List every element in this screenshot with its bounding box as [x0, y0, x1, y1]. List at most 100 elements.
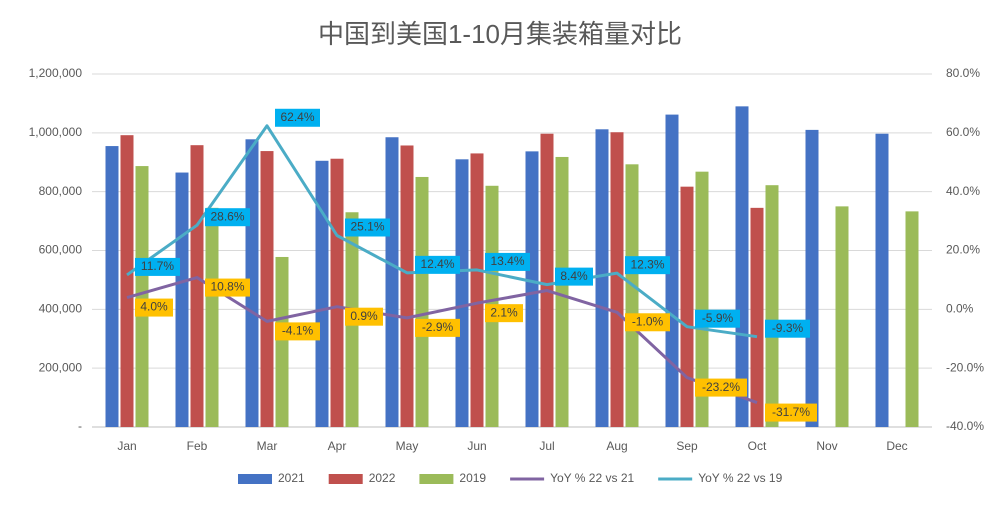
bar [750, 207, 764, 427]
data-label-box [275, 322, 320, 341]
bar [275, 256, 289, 427]
data-label: -1.0% [632, 314, 664, 328]
x-tick-label: Feb [187, 439, 208, 453]
data-label: 12.4% [420, 257, 454, 271]
data-label: -4.1% [282, 324, 314, 338]
data-label-box [205, 208, 250, 227]
bar [120, 135, 134, 428]
bar [260, 151, 274, 428]
chart-title: 中国到美国1-10月集装箱量对比 [318, 19, 682, 49]
y2-tick-label: 40.0% [946, 184, 980, 198]
data-label: -23.2% [702, 380, 740, 394]
bar [555, 156, 569, 427]
legend-label: YoY % 22 vs 21 [550, 471, 634, 485]
y2-tick-label: -40.0% [946, 419, 984, 433]
bar [765, 185, 779, 427]
bar [400, 145, 414, 428]
data-label: 2.1% [490, 305, 518, 319]
legend-label: 2019 [459, 471, 486, 485]
data-label: 0.9% [350, 309, 378, 323]
y-tick-label: 1,200,000 [29, 66, 83, 80]
data-label: -5.9% [702, 311, 734, 325]
y2-tick-label: 0.0% [946, 302, 974, 316]
bar [190, 145, 204, 427]
bar [610, 132, 624, 427]
y-tick-label: 1,000,000 [29, 125, 83, 139]
x-tick-label: Dec [886, 439, 907, 453]
bar [695, 171, 709, 427]
data-label-box [765, 403, 817, 422]
x-tick-label: Jul [539, 439, 554, 453]
bar [525, 151, 539, 427]
data-label-box [345, 307, 383, 326]
data-label: 11.7% [141, 259, 174, 273]
data-label-box [415, 255, 460, 274]
y-tick-label: 800,000 [39, 184, 83, 198]
bar [385, 137, 399, 427]
data-label: -9.3% [772, 321, 804, 335]
y-tick-label: 200,000 [39, 360, 83, 374]
x-tick-label: Sep [676, 439, 698, 453]
data-label: -31.7% [772, 405, 810, 419]
bar [105, 146, 119, 427]
data-label-box [625, 256, 670, 275]
bar [625, 164, 639, 427]
data-label-box [135, 298, 173, 317]
data-label: 12.3% [630, 257, 664, 271]
data-label-box [345, 218, 390, 237]
bar [735, 106, 749, 427]
x-tick-label: Mar [257, 439, 278, 453]
bar [315, 160, 329, 427]
x-tick-label: May [396, 439, 419, 453]
y2-tick-label: 60.0% [946, 125, 980, 139]
data-label-box [415, 318, 460, 337]
data-label-box [205, 278, 250, 297]
bar [905, 211, 919, 427]
legend-label: 2022 [369, 471, 396, 485]
x-tick-label: Jun [467, 439, 486, 453]
bar [875, 133, 889, 428]
x-tick-label: Jan [117, 439, 136, 453]
bar [415, 176, 429, 427]
legend-swatch [419, 474, 454, 484]
data-label-box [625, 313, 670, 332]
y-tick-label: 600,000 [39, 243, 83, 257]
bar [540, 133, 554, 428]
bar [205, 207, 219, 427]
data-label: 13.4% [490, 254, 524, 268]
legend-swatch [238, 474, 272, 484]
x-tick-label: Nov [816, 439, 837, 453]
data-label-box [485, 304, 523, 323]
bar [835, 206, 849, 427]
x-tick-label: Apr [328, 439, 347, 453]
data-label: 10.8% [210, 280, 244, 294]
bar [805, 129, 819, 427]
data-label: 4.0% [140, 300, 168, 314]
bar [470, 153, 484, 428]
bar [175, 172, 189, 427]
data-label-box [275, 108, 320, 127]
data-label: 25.1% [350, 220, 384, 234]
y2-tick-label: -20.0% [946, 360, 984, 374]
line [126, 276, 758, 404]
data-label-box [695, 309, 740, 328]
bar [665, 114, 679, 427]
data-label: 28.6% [210, 209, 244, 223]
bar [135, 166, 149, 428]
y-tick-label: - [78, 419, 82, 433]
data-label: 62.4% [280, 110, 314, 124]
x-tick-label: Oct [748, 439, 767, 453]
y2-tick-label: 80.0% [946, 66, 980, 80]
data-label-box [135, 257, 180, 276]
y-tick-label: 400,000 [39, 302, 83, 316]
data-label-box [765, 319, 810, 338]
bar [680, 186, 694, 427]
data-label-box [695, 378, 747, 397]
data-label: 8.4% [560, 269, 588, 283]
legend-swatch [328, 474, 363, 484]
bar [455, 159, 469, 427]
data-label-box [555, 267, 593, 286]
bar [595, 129, 609, 427]
